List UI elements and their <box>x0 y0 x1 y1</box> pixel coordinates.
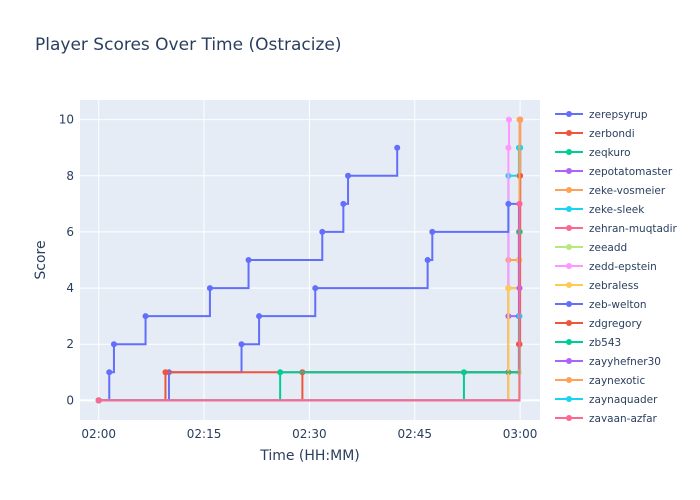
legend-label: zehran-muqtadir <box>589 223 678 235</box>
legend-label: zeke-sleek <box>589 204 645 216</box>
data-point[interactable] <box>505 144 512 151</box>
legend-item[interactable]: zdgregory <box>555 318 642 330</box>
data-point[interactable] <box>516 116 523 123</box>
chart-title: Player Scores Over Time (Ostracize) <box>35 35 342 55</box>
x-tick-label: 02:45 <box>397 427 432 441</box>
legend-swatch-marker <box>566 415 572 421</box>
data-point[interactable] <box>394 144 401 151</box>
legend-label: zeqkuro <box>589 147 631 159</box>
data-point[interactable] <box>505 285 512 292</box>
y-tick-label: 2 <box>66 337 74 351</box>
legend-label: zeke-vosmeier <box>589 185 666 197</box>
data-point[interactable] <box>312 285 319 292</box>
legend-item[interactable]: zepotatomaster <box>555 166 673 178</box>
series-zayaan-azfar <box>95 200 523 404</box>
data-point[interactable] <box>424 257 431 263</box>
legend-label: zaynaquader <box>589 394 658 406</box>
data-point[interactable] <box>277 369 284 376</box>
legend-swatch-marker <box>566 320 572 326</box>
legend-swatch-marker <box>566 111 572 117</box>
legend-swatch-marker <box>566 244 572 250</box>
legend-item[interactable]: zeke-sleek <box>555 204 645 216</box>
legend-item[interactable]: zeb-welton <box>555 299 647 311</box>
legend-item[interactable]: zehran-muqtadir <box>555 223 678 235</box>
legend-item[interactable]: zerepsyrup <box>555 109 648 121</box>
data-point[interactable] <box>319 228 326 235</box>
legend-item[interactable]: zeeadd <box>555 242 627 254</box>
data-point[interactable] <box>238 341 245 348</box>
y-tick-label: 8 <box>66 169 74 183</box>
data-point[interactable] <box>516 200 523 207</box>
legend-label: zebraless <box>589 280 639 292</box>
y-tick-label: 6 <box>66 225 74 239</box>
legend-label: zedd-epstein <box>589 261 657 273</box>
data-point[interactable] <box>106 369 113 376</box>
legend-item[interactable]: zb543 <box>555 337 621 349</box>
y-tick-label: 4 <box>66 281 74 295</box>
legend-item[interactable]: zaynexotic <box>555 375 645 387</box>
data-point[interactable] <box>505 200 512 207</box>
x-tick-label: 03:00 <box>503 427 538 441</box>
y-ticks: 0 2 4 6 8 10 <box>59 113 74 408</box>
legend-label: zeeadd <box>589 242 627 254</box>
legend-item[interactable]: zerbondi <box>555 128 635 140</box>
legend-item[interactable]: zayaan-azfar <box>555 413 658 425</box>
legend-item[interactable]: zedd-epstein <box>555 261 657 273</box>
x-ticks: 02:00 02:15 02:30 02:45 03:00 <box>81 427 537 441</box>
legend-swatch-marker <box>566 263 572 269</box>
legend-item[interactable]: zeqkuro <box>555 147 631 159</box>
legend-swatch-marker <box>566 206 572 212</box>
legend-item[interactable]: zaynaquader <box>555 394 658 406</box>
data-point[interactable] <box>245 257 252 263</box>
legend-swatch-marker <box>566 187 572 193</box>
data-point[interactable] <box>142 313 149 320</box>
data-point[interactable] <box>345 172 352 179</box>
legend-swatch-marker <box>566 282 572 288</box>
legend-label: zerepsyrup <box>589 109 648 121</box>
series-line <box>98 203 521 402</box>
data-point[interactable] <box>429 228 436 235</box>
data-point[interactable] <box>256 313 263 320</box>
series-zerepsyrup <box>95 144 401 404</box>
legend-swatch-marker <box>566 225 572 231</box>
legend-item[interactable]: zeke-vosmeier <box>555 185 666 197</box>
y-axis-title: Score <box>33 240 49 279</box>
legend-swatch-marker <box>566 396 572 402</box>
legend-label: zayyhefner30 <box>589 356 661 368</box>
x-axis-title: Time (HH:MM) <box>259 448 360 464</box>
legend-label: zayaan-azfar <box>589 413 658 425</box>
legend-swatch-marker <box>566 377 572 383</box>
legend-label: zb543 <box>589 337 621 349</box>
data-point[interactable] <box>110 341 117 348</box>
x-tick-label: 02:15 <box>187 427 222 441</box>
legend-swatch-marker <box>566 301 572 307</box>
legend-item[interactable]: zayyhefner30 <box>555 356 661 368</box>
legend-swatch-marker <box>566 130 572 136</box>
legend-label: zepotatomaster <box>589 166 673 178</box>
data-point[interactable] <box>206 285 213 292</box>
x-tick-label: 02:30 <box>292 427 327 441</box>
legend-label: zerbondi <box>589 128 635 140</box>
data-point[interactable] <box>162 369 169 376</box>
data-point[interactable] <box>340 200 347 207</box>
series-line <box>98 147 399 402</box>
legend-item[interactable]: zebraless <box>555 280 639 292</box>
legend-swatch-marker <box>566 168 572 174</box>
data-point[interactable] <box>505 116 512 123</box>
x-tick-label: 02:00 <box>81 427 116 441</box>
y-tick-label: 0 <box>66 393 74 407</box>
legend-swatch-marker <box>566 358 572 364</box>
legend-label: zdgregory <box>589 318 642 330</box>
legend[interactable]: zerepsyrup zerbondi zeqkuro zepotatomaster z… <box>555 109 678 425</box>
legend-swatch-marker <box>566 339 572 345</box>
data-point[interactable] <box>95 397 102 404</box>
legend-swatch-marker <box>566 149 572 155</box>
legend-label: zeb-welton <box>589 299 647 311</box>
legend-label: zaynexotic <box>589 375 645 387</box>
y-tick-label: 10 <box>59 113 74 127</box>
series-layer <box>95 116 524 404</box>
